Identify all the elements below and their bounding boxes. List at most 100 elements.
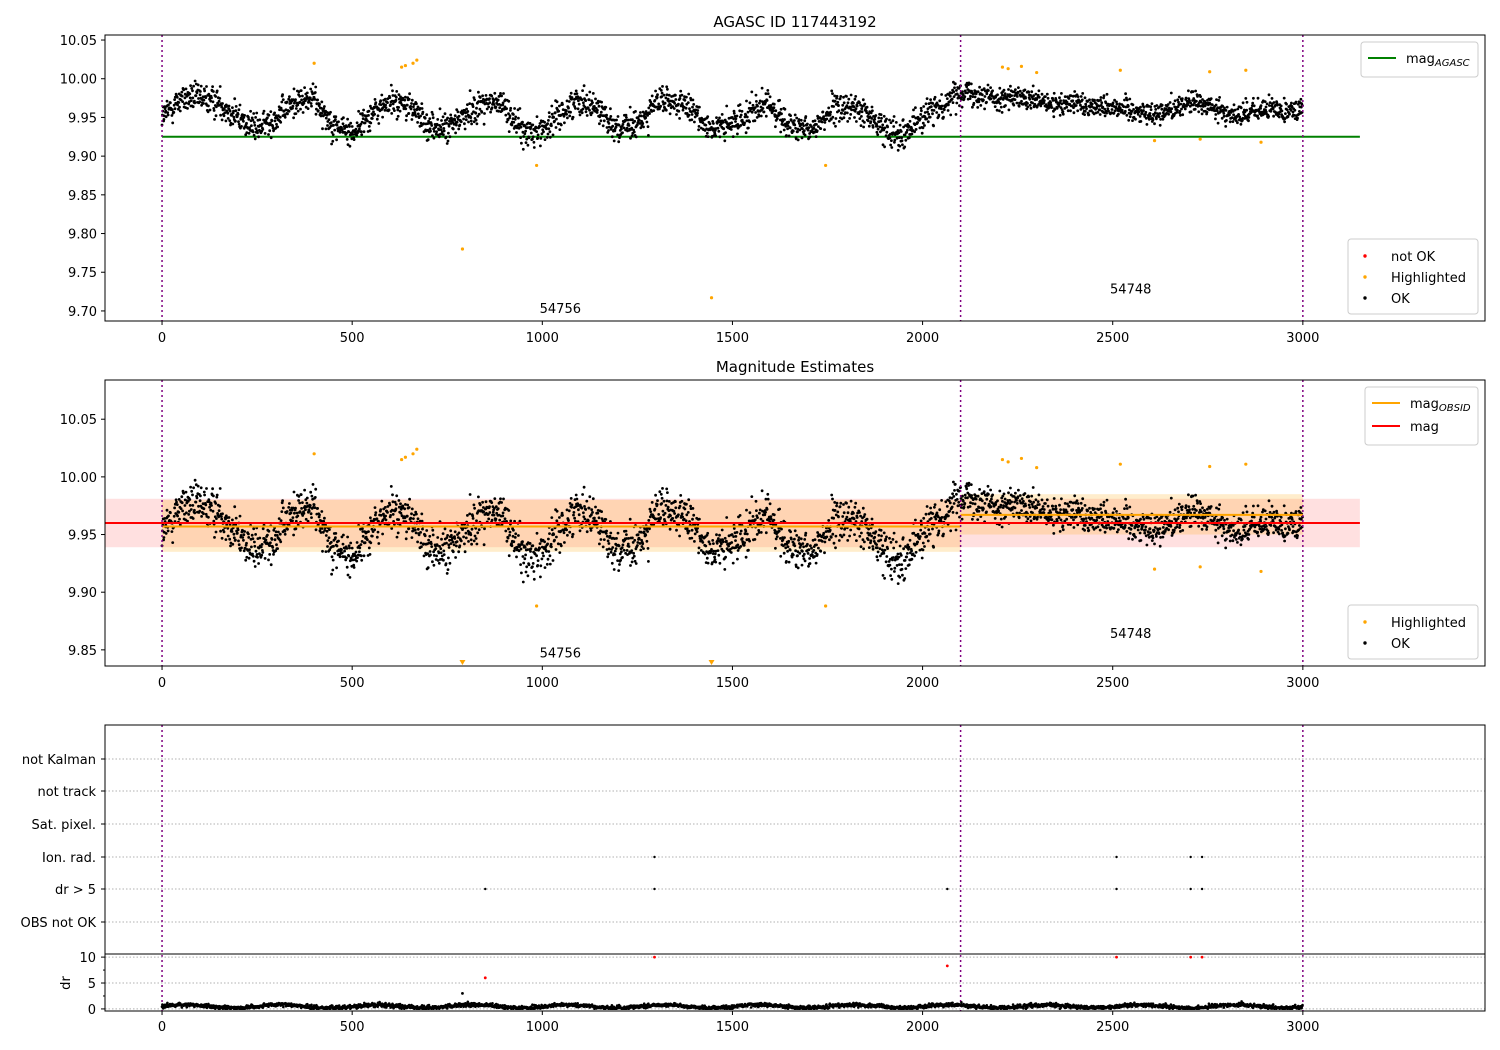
ok-point	[289, 511, 293, 515]
ok-point	[1285, 102, 1288, 106]
ok-point	[253, 121, 256, 124]
ok-point	[768, 502, 772, 506]
ok-point	[281, 93, 284, 97]
ok-point	[449, 113, 453, 117]
ok-point	[315, 107, 318, 111]
ok-point	[607, 129, 610, 132]
ok-point	[191, 96, 195, 100]
ok-point	[269, 110, 273, 113]
ok-point	[739, 532, 742, 536]
ok-point	[318, 102, 321, 106]
ok-point	[470, 122, 473, 126]
ok-point	[291, 104, 295, 108]
ok-point	[356, 556, 359, 559]
ok-point	[453, 114, 457, 117]
ok-point	[740, 118, 744, 122]
ok-point	[185, 101, 188, 105]
ok-point	[214, 95, 218, 98]
ok-point	[1155, 104, 1159, 107]
ok-point	[627, 118, 630, 122]
ok-point	[800, 563, 804, 567]
ok-point	[932, 124, 935, 128]
ok-point	[1032, 94, 1035, 98]
ok-point	[279, 540, 283, 544]
ok-point	[795, 116, 799, 120]
ok-point	[834, 546, 837, 550]
ok-point	[327, 118, 331, 121]
ok-point	[1045, 92, 1049, 96]
ok-point	[341, 542, 345, 546]
ok-point	[829, 117, 833, 121]
ok-point	[607, 552, 610, 556]
ok-point	[966, 91, 969, 95]
ok-point	[764, 510, 767, 514]
ok-point	[584, 110, 588, 114]
ok-point	[836, 510, 840, 514]
ok-point	[234, 119, 237, 123]
ok-point	[292, 116, 295, 120]
ok-point	[684, 106, 688, 110]
ok-point	[836, 100, 840, 104]
ok-point	[191, 504, 195, 507]
ok-point	[164, 115, 168, 119]
ok-point	[473, 534, 477, 538]
ok-point	[468, 512, 472, 516]
ok-point	[585, 499, 589, 503]
ok-point	[173, 506, 177, 510]
ok-point	[701, 121, 705, 125]
ok-point	[493, 497, 497, 500]
ok-point	[538, 542, 542, 545]
ok-point	[294, 527, 298, 531]
ok-point	[710, 548, 713, 551]
ok-point	[359, 543, 363, 546]
ok-point	[262, 109, 266, 113]
ok-point	[1189, 101, 1193, 105]
ok-point	[923, 111, 927, 114]
ok-point	[713, 555, 716, 559]
ok-point	[1294, 100, 1298, 104]
ok-point	[381, 532, 384, 536]
ok-point	[832, 105, 835, 108]
ok-point	[743, 541, 746, 545]
ok-point	[279, 519, 283, 522]
ok-point	[237, 122, 241, 126]
ok-point	[1199, 95, 1202, 98]
ok-point	[571, 535, 574, 539]
ok-point	[251, 130, 255, 134]
ok-point	[655, 95, 659, 99]
ok-point	[487, 517, 491, 521]
ok-point	[548, 135, 552, 139]
ok-point	[837, 104, 840, 107]
ok-point	[529, 556, 533, 560]
ok-point	[819, 127, 823, 130]
ok-point	[648, 527, 651, 531]
ok-point	[1256, 114, 1259, 118]
ok-point	[467, 540, 470, 543]
ok-point	[294, 107, 298, 110]
ok-point	[674, 506, 678, 510]
ok-point	[674, 98, 678, 101]
ok-point	[834, 534, 838, 538]
ok-point	[783, 107, 787, 111]
ok-point	[292, 87, 296, 91]
ok-point	[384, 514, 387, 518]
ok-point	[875, 122, 878, 126]
ok-point	[494, 105, 498, 109]
ok-point	[381, 115, 384, 119]
ok-point	[569, 497, 573, 500]
ok-point	[281, 506, 285, 510]
ok-point	[255, 111, 259, 115]
ok-point	[786, 127, 789, 131]
ok-point	[1067, 97, 1071, 100]
ok-point	[1222, 114, 1226, 118]
ok-point	[380, 499, 384, 503]
ok-point	[470, 112, 474, 116]
ok-point	[852, 511, 855, 515]
ok-point	[849, 93, 853, 97]
ok-point	[237, 108, 241, 112]
ok-point	[693, 115, 697, 119]
ok-point	[680, 499, 684, 503]
ok-point	[662, 499, 666, 503]
y-tick-label: 10.00	[60, 73, 97, 88]
ok-point	[369, 121, 373, 125]
